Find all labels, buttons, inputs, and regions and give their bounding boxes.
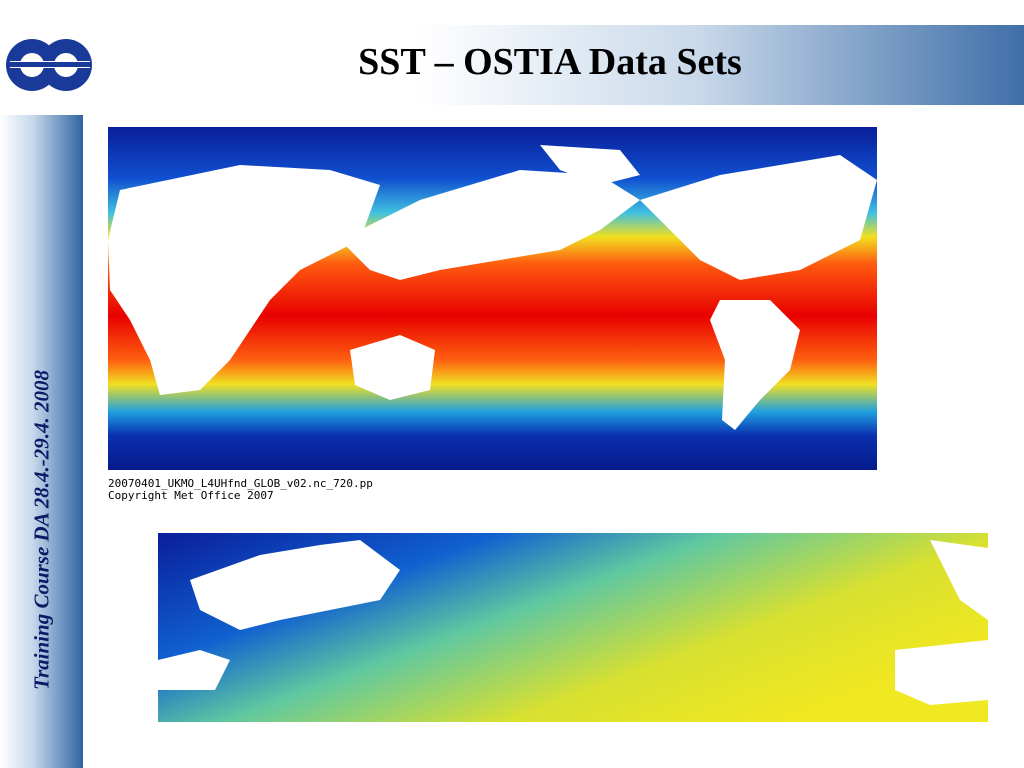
title-banner	[90, 25, 1024, 105]
slide-title: SST – OSTIA Data Sets	[358, 41, 742, 83]
caption-line: Copyright Met Office 2007	[108, 489, 274, 502]
figure-caption: 20070401_UKMO_L4UHfnd_GLOB_v02.nc_720.pp…	[108, 478, 373, 502]
logo	[6, 39, 92, 91]
sidebar	[0, 115, 83, 768]
global-sst-map	[108, 127, 877, 470]
regional-sst-map	[158, 533, 988, 722]
sidebar-text: Training Course DA 28.4.-29.4. 2008	[29, 369, 54, 691]
caption-line: 20070401_UKMO_L4UHfnd_GLOB_v02.nc_720.pp	[108, 477, 373, 490]
